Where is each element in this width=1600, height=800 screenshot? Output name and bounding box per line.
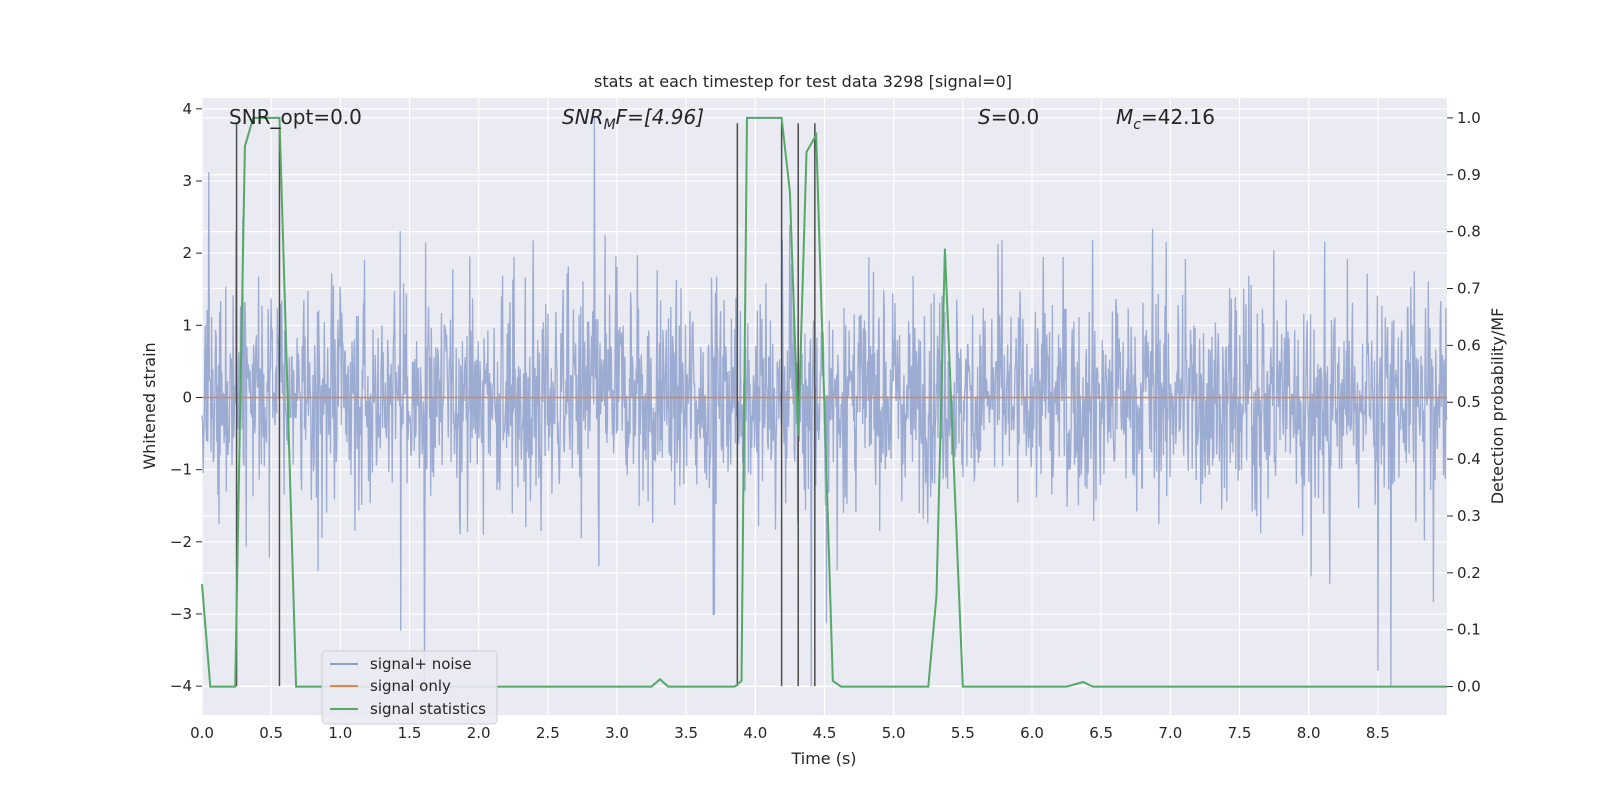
y-tick-label-left: 4 — [182, 100, 192, 118]
annotation-snr-mf-sub: M — [604, 117, 616, 133]
legend-box — [321, 650, 498, 725]
y-axis-left-ticks: 4 3 2 1 0 −1 −2 −3 −4 — [170, 100, 202, 695]
chart-title: stats at each timestep for test data 329… — [594, 72, 1012, 91]
y-axis-right-ticks: 1.0 0.9 0.8 0.7 0.6 0.5 0.4 0.3 0.2 0.1 0.0 — [1447, 109, 1481, 696]
annotation-s-prefix: S — [978, 105, 991, 129]
y-tick-label-right: 0.6 — [1457, 336, 1481, 354]
y-tick-label-right: 0.5 — [1457, 393, 1481, 411]
x-tick-label: 7.5 — [1228, 724, 1252, 742]
y-tick-label-right: 0.4 — [1457, 450, 1481, 468]
x-tick-label: 4.0 — [743, 724, 767, 742]
y-tick-label-left: −3 — [170, 605, 192, 623]
y-tick-label-right: 1.0 — [1457, 109, 1481, 127]
annotation-snr-mf-suffix: F=[4.96] — [616, 105, 704, 129]
y-tick-label-left: 3 — [182, 172, 192, 190]
y-tick-label-left: 0 — [182, 388, 192, 406]
x-tick-label: 2.5 — [536, 724, 560, 742]
annotation-mc-suffix: =42.16 — [1141, 105, 1215, 129]
annotation-s-suffix: =0.0 — [991, 105, 1040, 129]
x-tick-label: 3.0 — [605, 724, 629, 742]
y-tick-label-right: 0.1 — [1457, 621, 1481, 639]
annotation-mc: Mc=42.16 — [1116, 105, 1215, 133]
x-tick-label: 8.0 — [1297, 724, 1321, 742]
x-tick-label: 1.0 — [328, 724, 352, 742]
y-tick-label-right: 0.7 — [1457, 280, 1481, 298]
y-tick-label-left: 2 — [182, 244, 192, 262]
y-tick-label-right: 0.8 — [1457, 223, 1481, 241]
annotation-s: S=0.0 — [978, 105, 1039, 129]
legend: signal+ noise signal only signal statist… — [321, 650, 498, 725]
signal-statistics-line — [201, 116, 1447, 688]
x-tick-label: 8.5 — [1366, 724, 1390, 742]
annotation-mc-sub: c — [1133, 117, 1141, 133]
x-tick-label: 2.0 — [467, 724, 491, 742]
series-signal-statistics — [201, 116, 1447, 688]
y-tick-label-left: −1 — [170, 461, 192, 479]
x-tick-label: 1.5 — [398, 724, 422, 742]
x-tick-label: 4.5 — [813, 724, 837, 742]
x-tick-label: 3.5 — [674, 724, 698, 742]
y-axis-left-label: Whitened strain — [140, 342, 159, 469]
y-tick-label-left: −4 — [170, 677, 192, 695]
x-tick-label: 7.0 — [1158, 724, 1182, 742]
annotation-snr-mf-prefix: SNR — [562, 105, 604, 129]
legend-label-signal-only: signal only — [370, 677, 451, 695]
y-axis-right-label: Detection probability/MF — [1488, 308, 1507, 505]
x-tick-label: 5.5 — [951, 724, 975, 742]
annotation-mc-prefix: M — [1116, 105, 1133, 129]
y-tick-label-right: 0.2 — [1457, 564, 1481, 582]
y-tick-label-right: 0.9 — [1457, 166, 1481, 184]
x-tick-label: 0.5 — [259, 724, 283, 742]
legend-label-signal-statistics: signal statistics — [370, 700, 486, 718]
y-tick-label-left: −2 — [170, 533, 192, 551]
y-tick-label-right: 0.0 — [1457, 678, 1481, 696]
y-tick-label-left: 1 — [182, 316, 192, 334]
x-tick-label: 0.0 — [190, 724, 214, 742]
x-tick-label: 6.5 — [1089, 724, 1113, 742]
x-axis-ticks: 0.0 0.5 1.0 1.5 2.0 2.5 3.0 3.5 4.0 4.5 5.0 5.5 6.0 6… — [190, 724, 1390, 742]
annotation-snr-opt: SNR_opt=0.0 — [229, 105, 362, 129]
x-axis-label: Time (s) — [790, 749, 856, 768]
x-tick-label: 6.0 — [1020, 724, 1044, 742]
annotation-snr-mf: SNRMF=[4.96] — [562, 105, 704, 133]
x-tick-label: 5.0 — [882, 724, 906, 742]
legend-label-signal-noise: signal+ noise — [370, 655, 472, 673]
y-tick-label-right: 0.3 — [1457, 507, 1481, 525]
